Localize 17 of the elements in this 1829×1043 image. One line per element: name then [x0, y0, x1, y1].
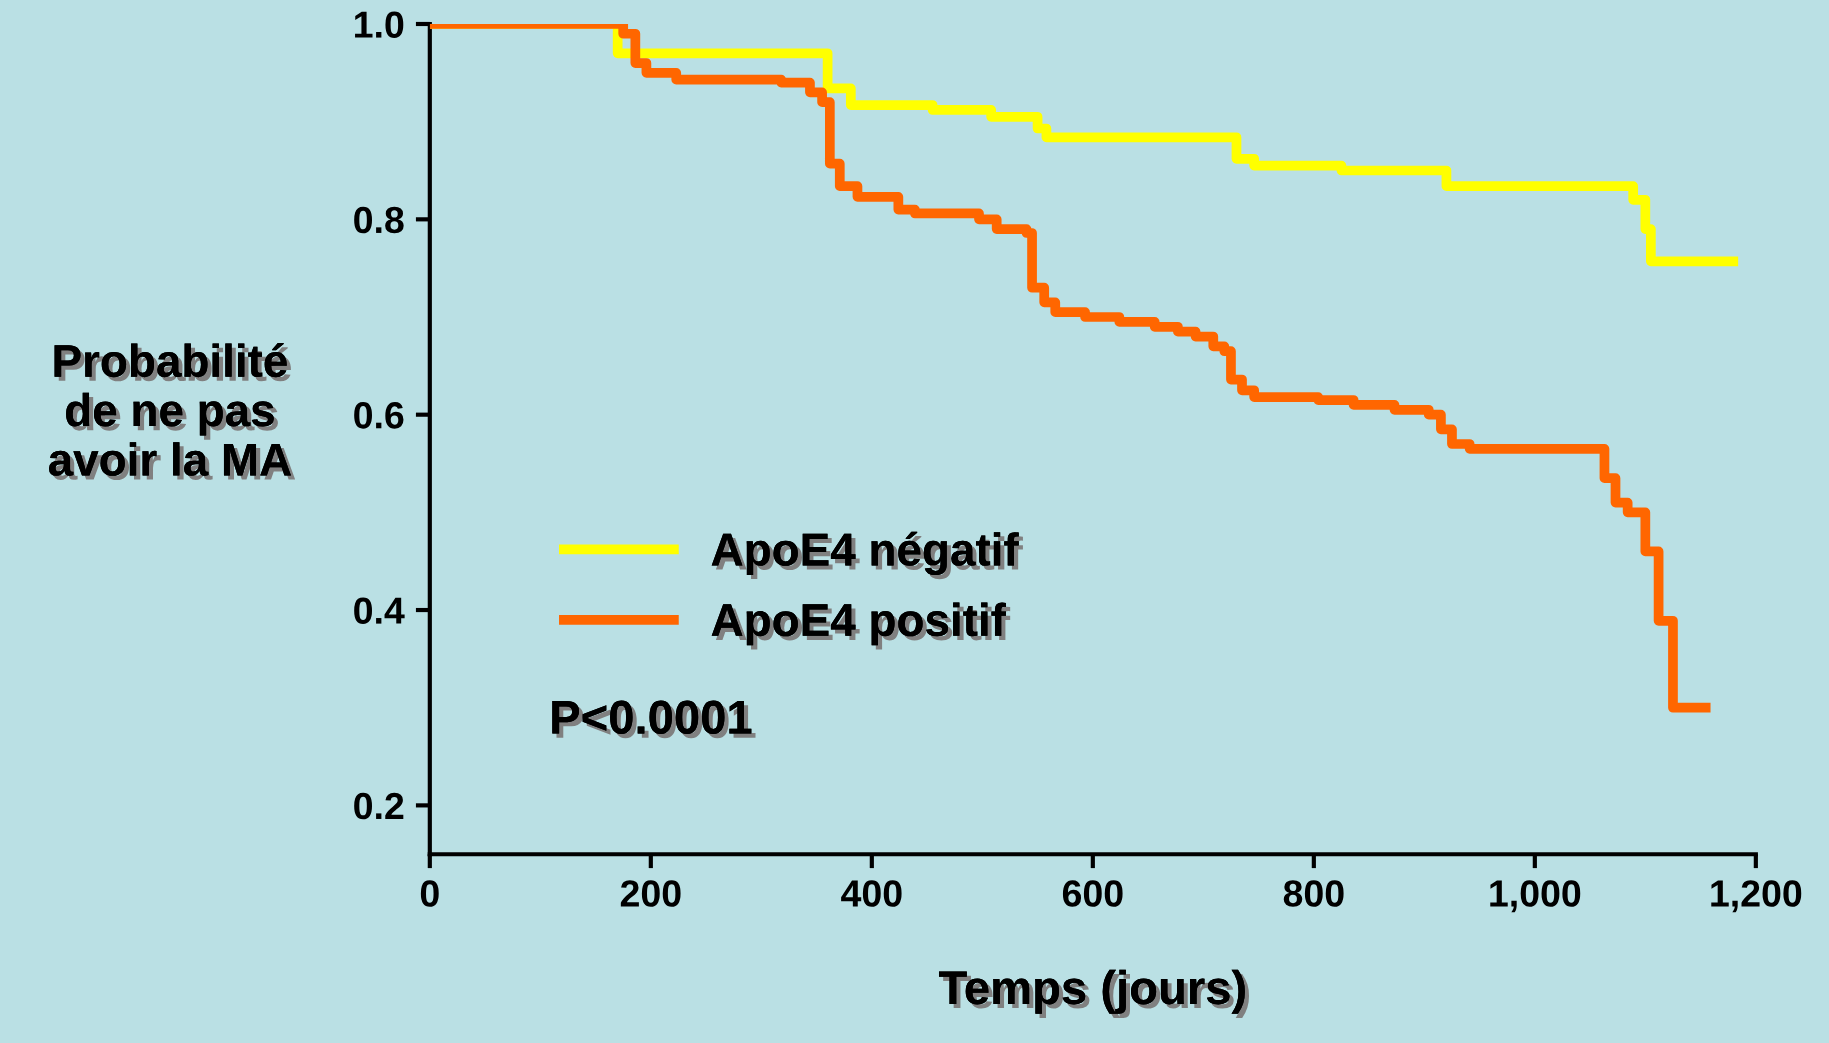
x-tick-label: 200 [620, 880, 681, 907]
legend-label: ApoE4 négatif [711, 531, 1023, 580]
x-tick-label: 800 [1283, 880, 1344, 907]
y-tick-label: 0.4 [354, 597, 405, 624]
x-axis-title: Temps (jours) [939, 969, 1250, 1018]
x-tick-label: 400 [841, 880, 902, 907]
annotation: P<0.0001 [552, 700, 756, 739]
y-tick-label: 0.8 [354, 206, 404, 234]
y-tick-label: 0.2 [354, 792, 404, 820]
x-tick-label: 1,000 [1490, 880, 1581, 913]
y-tick-label: 0.6 [354, 402, 404, 429]
x-tick-label: 1,200 [1711, 880, 1802, 913]
y-tick-label: 1.0 [355, 11, 404, 38]
x-tick-label: 0 [420, 880, 439, 907]
y-axis-title: Probabilité de ne pas avoir la MA [49, 343, 296, 481]
x-tick-label: 600 [1062, 880, 1123, 907]
legend-label: ApoE4 positif [711, 602, 1011, 650]
